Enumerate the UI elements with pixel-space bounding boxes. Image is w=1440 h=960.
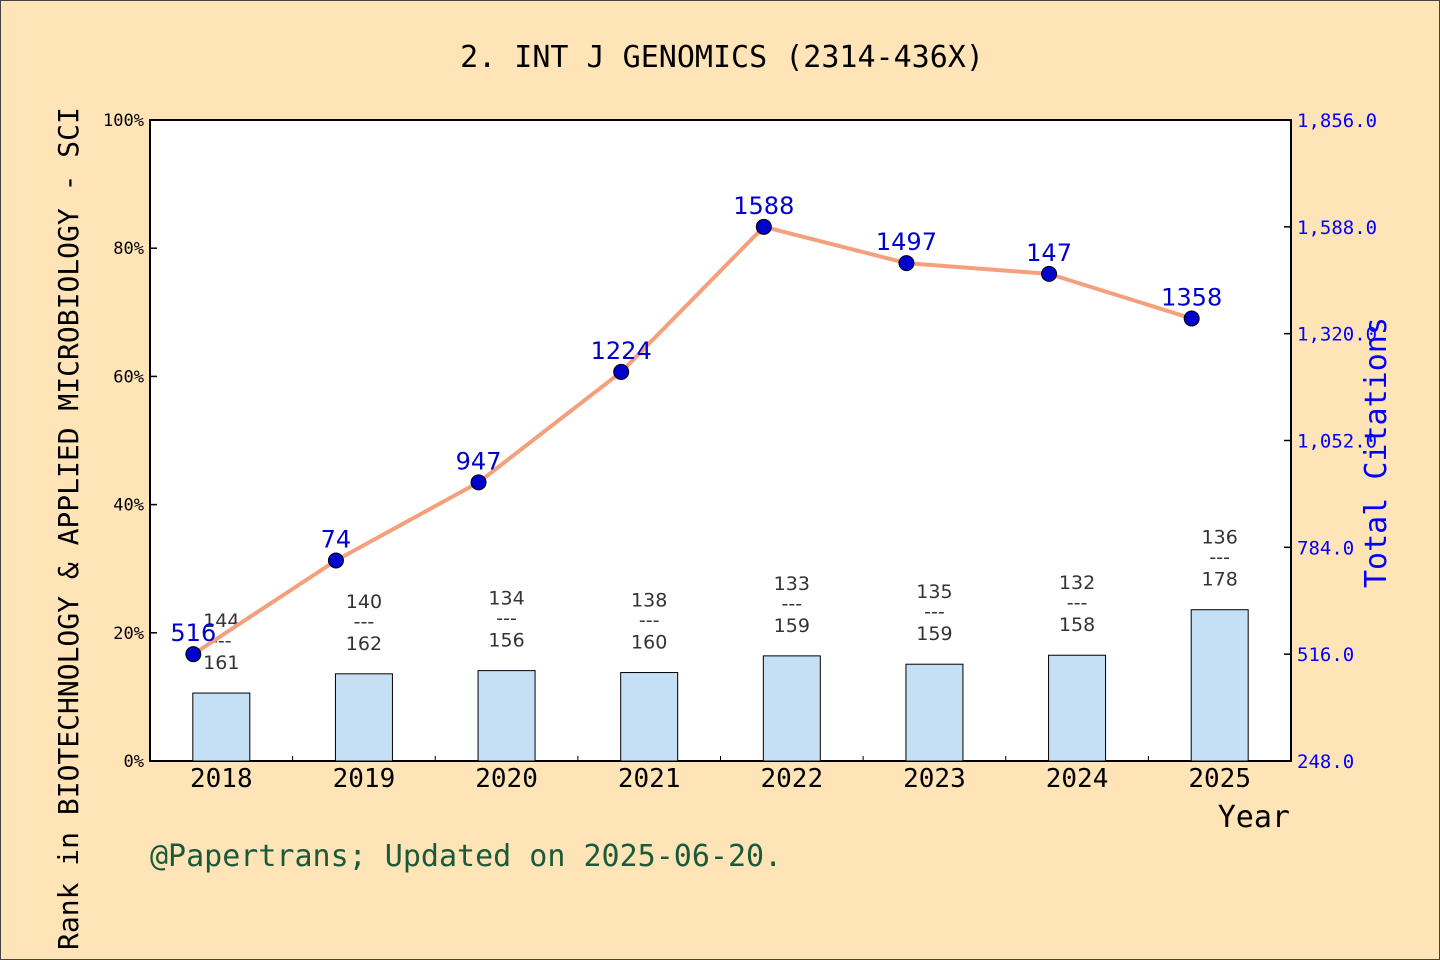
rank-total: 156 — [488, 630, 524, 652]
citation-point — [327, 552, 344, 569]
citation-label: 74 — [321, 525, 352, 553]
x-tick-label: 2020 — [475, 764, 538, 794]
chart-title: 2. INT J GENOMICS (2314-436X) — [460, 40, 984, 75]
x-tick-label: 2025 — [1188, 764, 1251, 794]
citation-label: 1358 — [1161, 284, 1222, 312]
rank-labels: 144---161140---162134---156138---160133-… — [203, 527, 1238, 674]
rank-separator: --- — [1209, 547, 1230, 569]
rank-separator: --- — [782, 593, 803, 615]
rank-separator: --- — [639, 610, 660, 632]
bar — [905, 663, 964, 762]
x-axis-label: Year — [1218, 800, 1290, 835]
citation-point — [613, 363, 630, 380]
left-tick-label: 20% — [113, 624, 144, 644]
rank-value: 140 — [346, 591, 382, 613]
rank-total: 158 — [1059, 614, 1095, 636]
x-tick-label: 2023 — [903, 764, 966, 794]
right-tick-label: 1,052.0 — [1297, 431, 1377, 453]
citation-label: 1588 — [733, 192, 794, 220]
y-axis-left-label: Rank in BIOTECHNOLOGY & APPLIED MICROBIO… — [52, 107, 85, 950]
citation-label: 947 — [456, 447, 502, 475]
right-axis: 248.0 516.0 784.0 1,052.0 1,320.0 1,588.0 1,85… — [1284, 110, 1377, 773]
citation-point — [1041, 265, 1058, 282]
rank-total: 162 — [346, 633, 382, 655]
right-tick-label: 1,320.0 — [1297, 324, 1377, 346]
plot-area — [149, 119, 1292, 762]
rank-value: 132 — [1059, 572, 1095, 594]
y-axis-right-label: Total Citations — [1359, 317, 1394, 588]
citation-point — [1183, 310, 1200, 327]
rank-separator: --- — [924, 601, 945, 623]
bar — [334, 673, 393, 762]
bar — [762, 655, 821, 762]
x-tick-label: 2018 — [190, 764, 253, 794]
bar — [620, 672, 679, 762]
citation-label: 1497 — [876, 228, 937, 256]
left-tick-label: 40% — [113, 496, 144, 516]
x-axis: 2018 2019 2020 2021 2022 2023 2024 2025 — [190, 756, 1251, 794]
bar — [192, 692, 251, 762]
citation-line — [192, 224, 1193, 656]
citation-point — [755, 218, 772, 235]
right-tick-label: 1,588.0 — [1297, 217, 1377, 239]
citation-point — [898, 255, 915, 272]
x-tick-label: 2019 — [333, 764, 396, 794]
line-series: 516 74 947 1224 1588 1497 147 1358 — [170, 192, 1222, 663]
rank-separator: --- — [1067, 592, 1088, 614]
citation-point — [470, 474, 487, 491]
x-tick-label: 2021 — [618, 764, 681, 794]
rank-total: 159 — [774, 615, 810, 637]
left-axis: 0% 20% 40% 60% 80% 100% — [103, 111, 157, 772]
citation-label: 147 — [1026, 239, 1072, 267]
rank-total: 160 — [631, 632, 667, 654]
rank-separator: --- — [211, 630, 232, 652]
rank-value: 133 — [774, 573, 810, 595]
bar — [1190, 609, 1249, 762]
bar-series — [192, 609, 1249, 762]
rank-value: 134 — [488, 588, 524, 610]
citation-label: 1224 — [591, 337, 652, 365]
left-tick-label: 0% — [124, 752, 144, 772]
x-tick-label: 2022 — [761, 764, 824, 794]
left-tick-label: 60% — [113, 367, 144, 387]
citation-point — [185, 646, 202, 663]
citation-label: 516 — [170, 619, 216, 647]
rank-value: 144 — [203, 610, 239, 632]
right-tick-label: 784.0 — [1297, 537, 1354, 559]
x-tick-label: 2024 — [1046, 764, 1109, 794]
rank-total: 159 — [916, 623, 952, 645]
bar — [1048, 654, 1107, 762]
rank-value: 138 — [631, 590, 667, 612]
rank-value: 135 — [916, 581, 952, 603]
left-tick-label: 100% — [103, 111, 144, 131]
bar — [477, 670, 536, 762]
rank-value: 136 — [1202, 527, 1238, 549]
rank-separator: --- — [354, 611, 375, 633]
rank-total: 178 — [1202, 569, 1238, 591]
rank-separator: --- — [496, 608, 517, 630]
right-tick-label: 1,856.0 — [1297, 110, 1377, 132]
right-tick-label: 516.0 — [1297, 644, 1354, 666]
rank-total: 161 — [203, 652, 239, 674]
left-tick-label: 80% — [113, 239, 144, 259]
right-tick-label: 248.0 — [1297, 751, 1354, 773]
credit-text: @Papertrans; Updated on 2025-06-20. — [150, 839, 782, 874]
